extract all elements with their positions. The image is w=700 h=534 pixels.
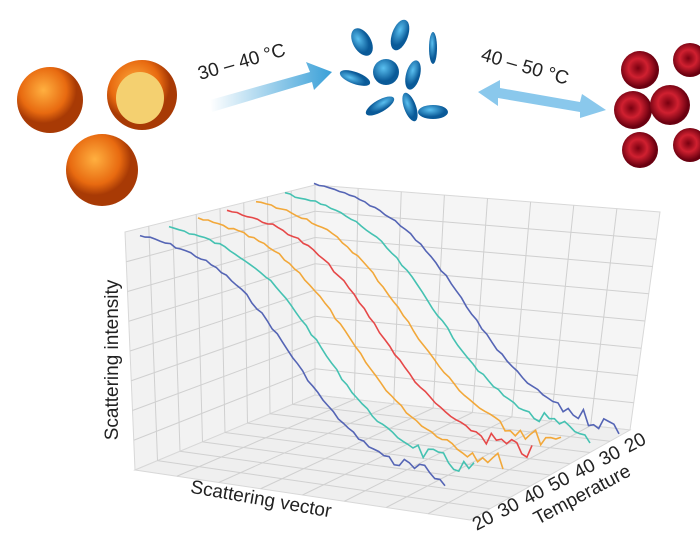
grid-line [550,205,575,422]
curve [139,234,446,487]
curve [168,225,475,473]
y-axis-label: Scattering intensity [102,279,123,440]
grid-line [132,342,316,411]
curves [139,182,620,487]
curve [284,191,591,444]
grid-line [129,289,316,352]
arrow-label: 30 – 40 °C [196,40,288,85]
grid-line [314,315,642,349]
arrow-label: 40 – 50 °C [479,45,571,90]
grid-line [472,198,488,413]
grid-line [427,425,591,515]
grid-line [131,315,316,382]
grid-line [292,403,611,442]
grid-line [243,202,248,424]
plot-box [124,184,661,521]
depth-tick-label: 20 [621,429,650,457]
curve [255,200,562,447]
arrows [210,62,606,118]
grid-line [290,190,293,405]
grid [126,188,657,515]
blue-discs [339,19,448,122]
grid-line [269,413,591,453]
grid-line [247,422,571,465]
curve [226,209,533,459]
grid-line [511,201,532,417]
grid-line [133,368,316,441]
red-discs [614,43,700,168]
curve [313,182,620,435]
grid-line [314,368,634,404]
grid-line [314,342,638,376]
curve [197,217,504,470]
orange-cells [17,60,177,206]
grid-line [344,416,513,502]
grid-line [590,208,618,426]
grid-line [267,196,271,414]
grid-line [224,432,551,476]
